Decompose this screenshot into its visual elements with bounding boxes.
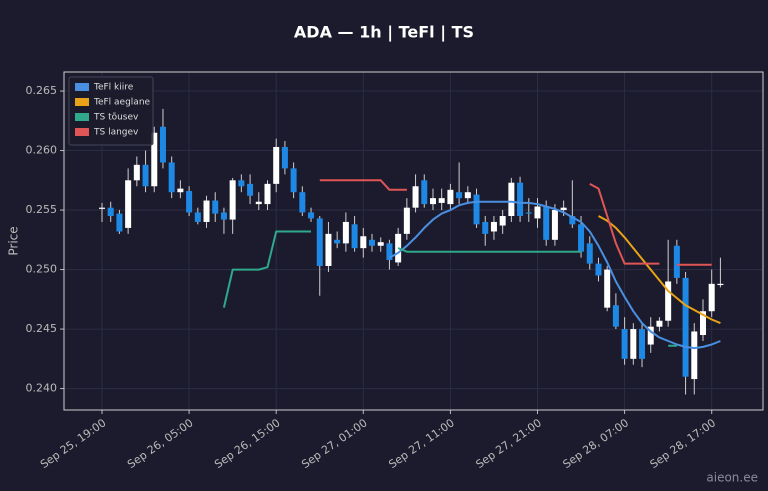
candle-body bbox=[360, 236, 367, 249]
candle-body bbox=[447, 189, 454, 205]
candle-body bbox=[212, 200, 219, 214]
candle-body bbox=[281, 146, 288, 169]
candle-body bbox=[386, 243, 393, 261]
candle-body bbox=[116, 213, 123, 232]
candle-body bbox=[682, 277, 689, 377]
y-axis-label: Price bbox=[7, 226, 21, 255]
y-tick-label: 0.245 bbox=[26, 322, 58, 335]
candle-body bbox=[551, 210, 558, 240]
chart-title: ADA — 1h | TeFl | TS bbox=[294, 23, 474, 43]
candle-body bbox=[194, 212, 201, 222]
candle-body bbox=[247, 183, 254, 196]
candle-body bbox=[691, 331, 698, 380]
y-tick-label: 0.260 bbox=[26, 144, 58, 157]
legend-label: TS tõusev bbox=[93, 113, 139, 123]
y-tick-label: 0.240 bbox=[26, 382, 58, 395]
candle-body bbox=[517, 182, 524, 217]
y-tick-label: 0.255 bbox=[26, 203, 58, 216]
candle-body bbox=[508, 182, 515, 217]
legend-box bbox=[68, 76, 154, 146]
candle-body bbox=[412, 186, 419, 208]
candle-body bbox=[699, 311, 706, 336]
candle-body bbox=[717, 283, 724, 286]
candle-body bbox=[264, 183, 271, 205]
candle-body bbox=[665, 281, 672, 321]
candle-body bbox=[203, 200, 210, 222]
candle-body bbox=[168, 162, 175, 193]
candle-body bbox=[543, 206, 550, 240]
candle-body bbox=[438, 198, 445, 203]
candle-body bbox=[369, 239, 376, 246]
series-line bbox=[222, 230, 677, 347]
candle-body bbox=[456, 192, 463, 199]
candle-body bbox=[99, 207, 105, 209]
candle-body bbox=[560, 207, 567, 211]
candle-body bbox=[499, 216, 506, 226]
plot-frame bbox=[63, 71, 764, 411]
candle-body bbox=[429, 198, 436, 205]
series-line bbox=[319, 179, 712, 266]
candle-body bbox=[604, 269, 611, 308]
legend-swatch bbox=[75, 128, 89, 136]
candle-body bbox=[299, 192, 306, 213]
candle-body bbox=[342, 221, 349, 244]
candle-body bbox=[647, 326, 654, 345]
candle-body bbox=[586, 243, 593, 264]
candle-body bbox=[177, 188, 184, 193]
candle-body bbox=[534, 206, 541, 219]
candle-body bbox=[125, 180, 132, 228]
series-line bbox=[598, 215, 721, 325]
candle-body bbox=[133, 164, 140, 181]
candle-body bbox=[325, 233, 332, 266]
series-line bbox=[388, 200, 721, 350]
candle-body bbox=[708, 283, 715, 312]
candle-body bbox=[464, 192, 471, 199]
candle-body bbox=[569, 216, 576, 225]
candle-body bbox=[334, 239, 341, 244]
candle-body bbox=[490, 221, 497, 232]
candle-body bbox=[673, 245, 680, 278]
candle-body bbox=[220, 212, 227, 220]
candle-body bbox=[238, 180, 245, 187]
candle-body bbox=[186, 191, 193, 213]
candle-body bbox=[482, 221, 489, 234]
y-tick-label: 0.265 bbox=[26, 84, 58, 97]
candle-body bbox=[290, 168, 297, 193]
candle-body bbox=[316, 218, 323, 266]
candle-body bbox=[229, 180, 236, 220]
candle-body bbox=[630, 329, 637, 359]
candle-body bbox=[525, 212, 532, 214]
candle-body bbox=[351, 224, 358, 249]
candle-body bbox=[612, 305, 619, 327]
legend-label: TeFl aeglane bbox=[93, 98, 151, 108]
legend-swatch bbox=[75, 113, 89, 121]
candle-body bbox=[656, 320, 663, 327]
candle-body bbox=[273, 146, 280, 184]
y-tick-label: 0.250 bbox=[26, 263, 58, 276]
candle-body bbox=[142, 164, 149, 187]
candle-body bbox=[377, 242, 384, 246]
legend-swatch bbox=[75, 83, 89, 91]
legend: TeFl kiire TeFl aeglane TS tõusev TS langev bbox=[68, 76, 154, 146]
candle-body bbox=[107, 207, 114, 217]
candle-body bbox=[159, 126, 166, 163]
candle-body bbox=[421, 180, 428, 205]
candle-body bbox=[621, 329, 628, 359]
candle-body bbox=[578, 224, 585, 252]
candle-body bbox=[151, 132, 158, 187]
candle-body bbox=[255, 201, 262, 205]
legend-label: TS langev bbox=[93, 128, 139, 138]
candle-body bbox=[595, 263, 602, 276]
candle-body bbox=[473, 194, 480, 225]
candle-body bbox=[403, 207, 410, 234]
candle-body bbox=[639, 329, 646, 359]
legend-label: TeFl kiire bbox=[93, 83, 134, 93]
watermark: aieon.ee bbox=[706, 471, 758, 485]
candle-body bbox=[308, 212, 315, 219]
legend-swatch bbox=[75, 98, 89, 106]
